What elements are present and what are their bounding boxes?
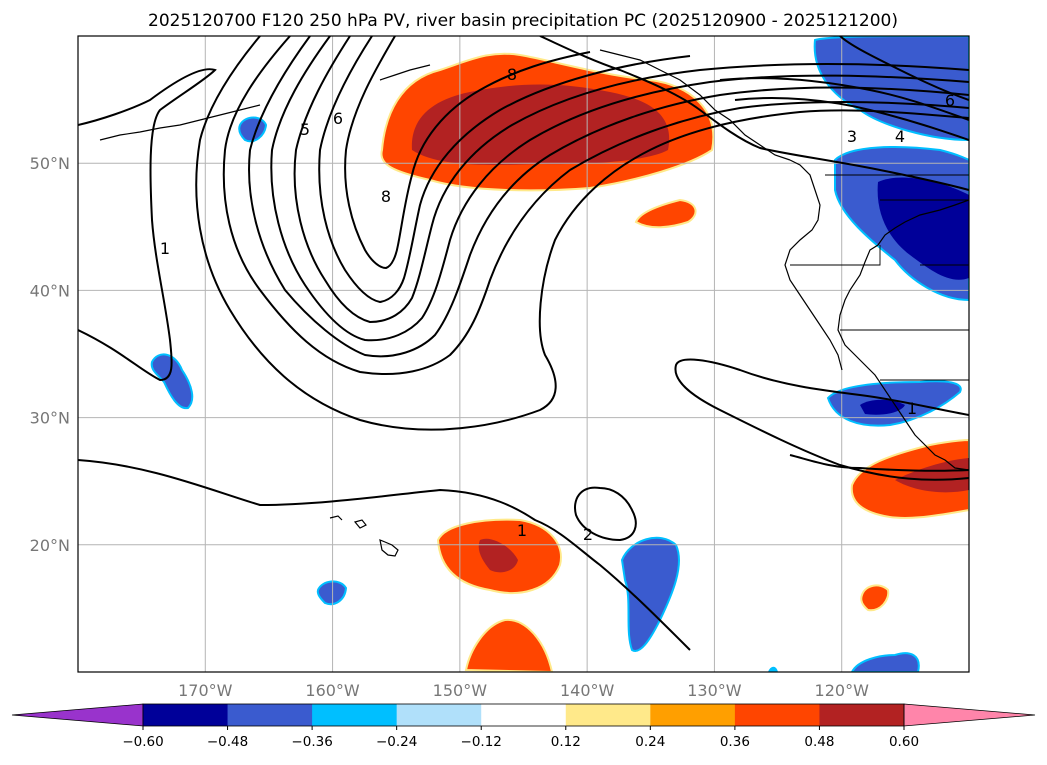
map-frame <box>77 35 970 673</box>
pv-contour-1-south <box>78 459 691 651</box>
map-area: 8 5 6 8 1 6 4 3 1 2 1 <box>78 36 969 672</box>
contour-label: 6 <box>945 91 955 110</box>
coast-north <box>784 159 843 371</box>
coast-bits <box>379 64 431 81</box>
map-title: 2025120700 F120 250 hPa PV, river basin … <box>148 11 898 31</box>
pv-contour-4-e <box>734 97 969 141</box>
contour-label: 1 <box>517 521 527 540</box>
colorbar-segment <box>227 704 313 726</box>
colorbar-segment <box>565 704 651 726</box>
pv-contour-2-closed <box>574 486 637 542</box>
pv-contour-6 <box>293 36 969 324</box>
colorbar-segment <box>819 704 905 726</box>
contour-label: 4 <box>895 127 905 146</box>
pv-contour-5 <box>270 36 969 342</box>
colorbar-extend-high <box>903 703 1036 727</box>
colorbar-extend-low <box>11 703 144 727</box>
contour-label: 3 <box>847 127 857 146</box>
precip-neg-blob-south-east <box>850 652 920 672</box>
precip-core-hawaii-east <box>478 538 518 573</box>
latitude-tick-label: 30°N <box>30 409 70 428</box>
precip-neg-blob-hawaii <box>316 580 348 606</box>
longitude-tick-label: 160°W <box>305 681 360 700</box>
pv-contour-7 <box>318 36 691 304</box>
colorbar: −0.60 −0.48 −0.36 −0.24 −0.12 0.12 0.24 0.36 0.4… <box>11 703 1036 750</box>
coast-alaska <box>599 49 791 161</box>
colorbar-tick-label: 0.36 <box>720 734 750 750</box>
pv-contour-3-e <box>719 77 969 121</box>
colorbar-segment <box>396 704 482 726</box>
precip-positive <box>380 52 969 672</box>
colorbar-tick-label: −0.48 <box>207 734 248 750</box>
gridlines <box>78 36 969 672</box>
pv-contour-6-ne <box>839 36 969 101</box>
contour-labels: 8 5 6 8 1 6 4 3 1 2 1 <box>160 65 955 544</box>
colorbar-tick-label: 0.48 <box>804 734 834 750</box>
longitude-tick-label: 120°W <box>815 681 870 700</box>
contour-label: 2 <box>583 525 593 544</box>
colorbar-segment <box>734 704 820 726</box>
pv-contour-8 <box>344 36 591 270</box>
colorbar-tick-label: −0.12 <box>461 734 502 750</box>
colorbar-tick-label: 0.24 <box>635 734 665 750</box>
pv-contour-4 <box>248 36 969 358</box>
coastlines <box>99 49 969 557</box>
colorbar-tick-label: −0.60 <box>122 734 163 750</box>
colorbar-segment <box>312 704 398 726</box>
precip-blob-east-small <box>860 584 890 612</box>
border-ca-nv <box>790 245 881 266</box>
precip-blob-south <box>464 618 554 672</box>
precip-core-gulf-alaska <box>411 84 670 165</box>
colorbar-tick-label: 0.12 <box>551 734 581 750</box>
aleutian-islands <box>99 104 261 141</box>
colorbar-tick-label: 0.60 <box>889 734 919 750</box>
pv-contours <box>78 36 969 651</box>
longitude-tick-labels: 170°W 160°W 150°W 140°W 130°W 120°W <box>178 681 869 700</box>
longitude-tick-label: 130°W <box>687 681 742 700</box>
precip-blob-small <box>634 198 697 229</box>
pv-contour-1-west <box>78 68 217 382</box>
colorbar-segment <box>650 704 736 726</box>
precip-neg-core-interior <box>877 177 969 280</box>
latitude-tick-label: 40°N <box>30 281 70 300</box>
colorbar-segment <box>481 704 567 726</box>
contour-label: 8 <box>507 65 517 84</box>
hawaii-big-island <box>379 539 399 557</box>
longitude-tick-label: 140°W <box>560 681 615 700</box>
colorbar-frame <box>142 703 905 727</box>
precip-neg-blob-tiny <box>768 666 778 672</box>
us-west-coast <box>837 199 969 471</box>
longitude-tick-label: 170°W <box>178 681 233 700</box>
pv-contour-ridge <box>539 36 969 191</box>
contour-label: 1 <box>907 399 917 418</box>
colorbar-tick-label: −0.24 <box>376 734 417 750</box>
pv-contour-1-east <box>674 358 969 481</box>
contour-label: 5 <box>300 120 310 139</box>
precip-core-baja <box>895 458 969 493</box>
colorbar-tick-label: −0.36 <box>291 734 332 750</box>
hawaii-maui <box>353 519 367 529</box>
contour-label: 6 <box>333 109 343 128</box>
contour-label: 8 <box>381 187 391 206</box>
hawaii-islands <box>329 515 343 521</box>
longitude-tick-label: 150°W <box>433 681 488 700</box>
latitude-tick-labels: 50°N 40°N 30°N 20°N <box>30 154 70 555</box>
pv-contour-2 <box>195 36 969 431</box>
latitude-tick-label: 20°N <box>30 536 70 555</box>
pv-contour-2-east <box>789 454 969 472</box>
pv-contour-3 <box>222 36 969 375</box>
colorbar-segment <box>143 704 229 726</box>
precip-neg-blob-west <box>150 353 194 410</box>
latitude-tick-label: 50°N <box>30 154 70 173</box>
contour-label: 1 <box>160 239 170 258</box>
